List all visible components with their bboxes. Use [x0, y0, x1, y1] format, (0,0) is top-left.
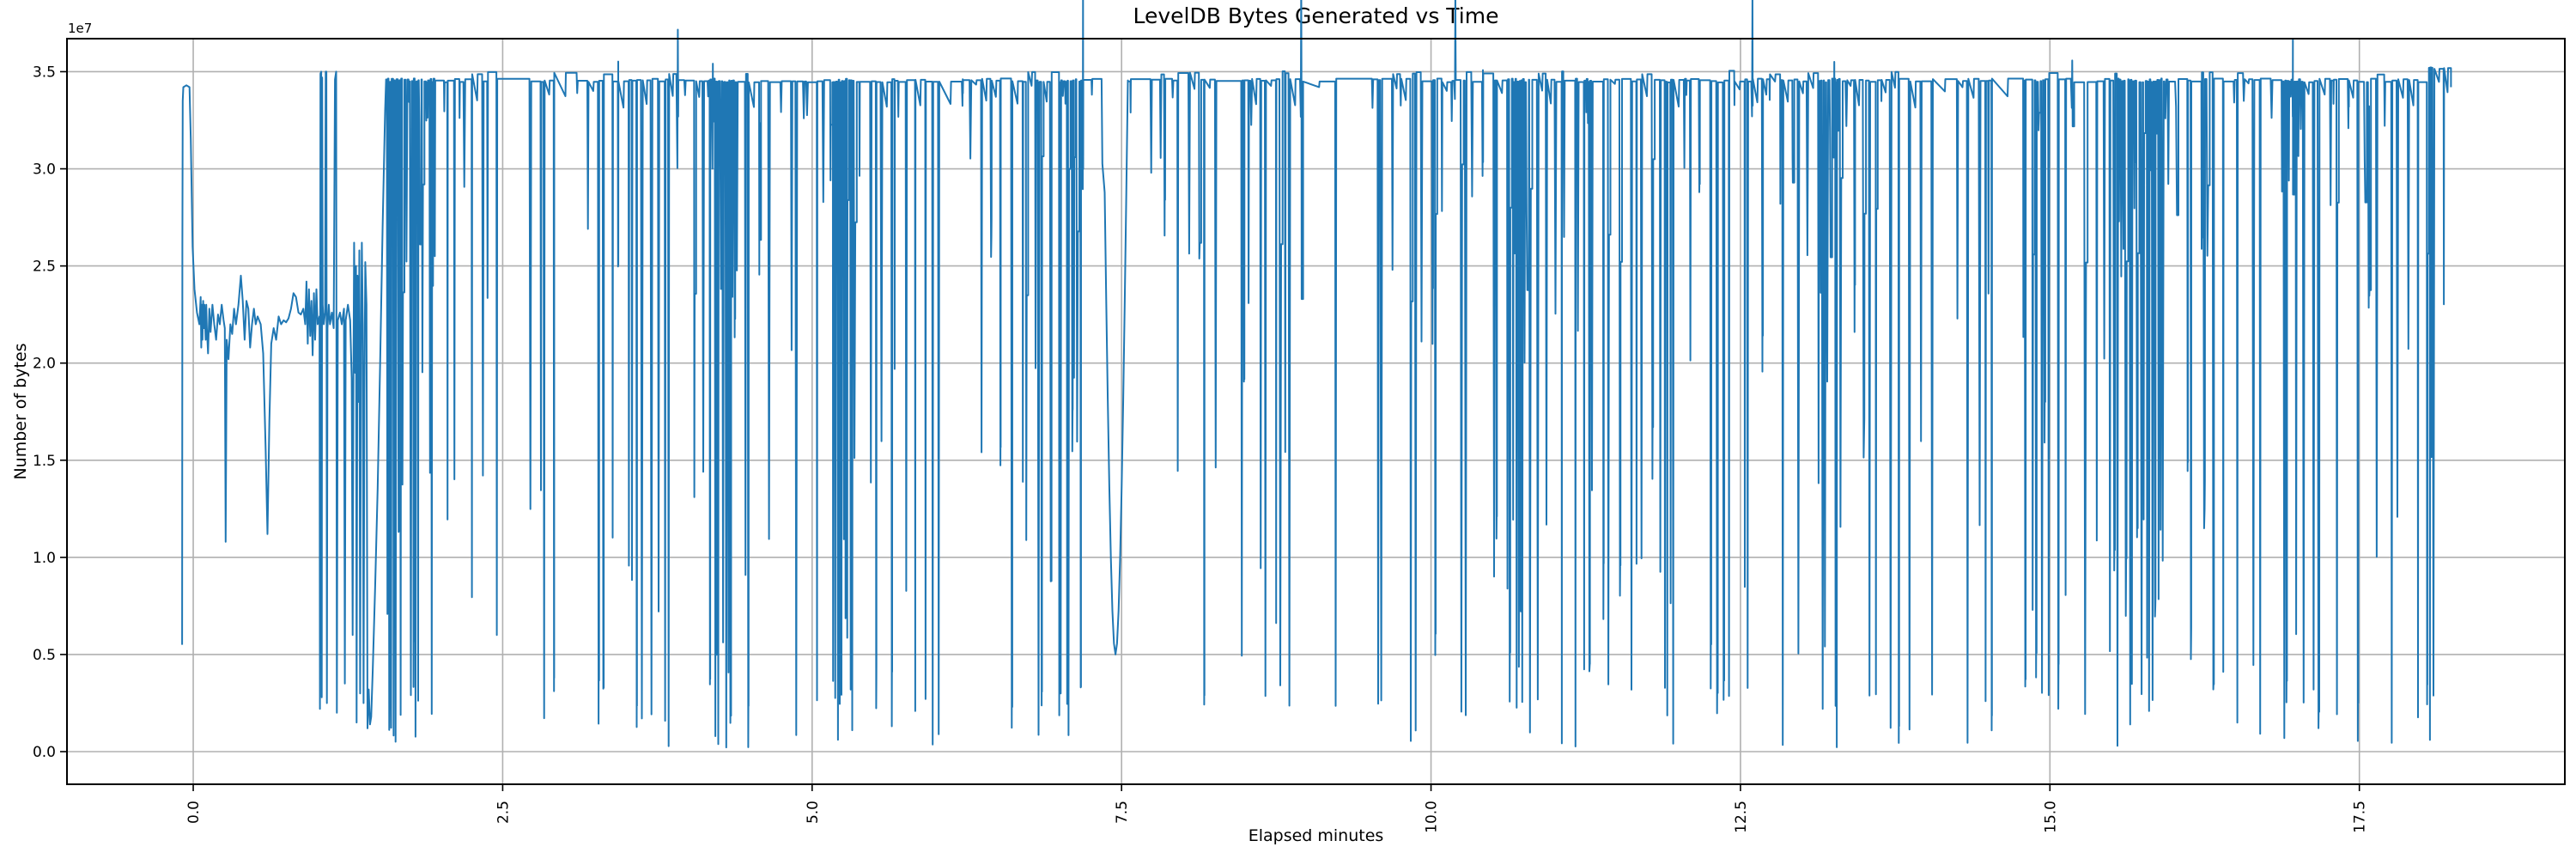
chart-title: LevelDB Bytes Generated vs Time [1133, 3, 1499, 28]
y-tick-label: 2.5 [33, 259, 56, 276]
y-tick-label: 0.0 [33, 744, 56, 761]
tick-labels: 0.0 2.5 5.0 7.5 10.0 12.5 15.0 17.5 0.0 0.5 1.0 1.5… [33, 64, 2369, 832]
y-tick-label: 3.5 [33, 64, 56, 81]
y-tick-label: 1.5 [33, 453, 56, 470]
y-tick-label: 2.0 [33, 356, 56, 373]
x-tick-label: 12.5 [1733, 801, 1750, 833]
y-tick-label: 3.0 [33, 161, 56, 179]
axes-spines [66, 38, 2566, 785]
y-tick-label: 1.0 [33, 550, 56, 567]
x-tick-label: 7.5 [1114, 801, 1131, 824]
x-tick-label: 17.5 [2352, 801, 2369, 833]
y-axis-offset-text: 1e7 [68, 21, 93, 36]
x-tick-label: 10.0 [1424, 801, 1441, 833]
x-tick-label: 2.5 [495, 801, 512, 824]
tick-marks [60, 70, 2360, 791]
x-tick-label: 5.0 [805, 801, 822, 824]
y-tick-label: 0.5 [33, 647, 56, 664]
x-tick-label: 15.0 [2042, 801, 2059, 833]
data-line [181, 0, 2452, 749]
x-axis-label: Elapsed minutes [1248, 826, 1384, 845]
x-tick-label: 0.0 [185, 801, 203, 824]
